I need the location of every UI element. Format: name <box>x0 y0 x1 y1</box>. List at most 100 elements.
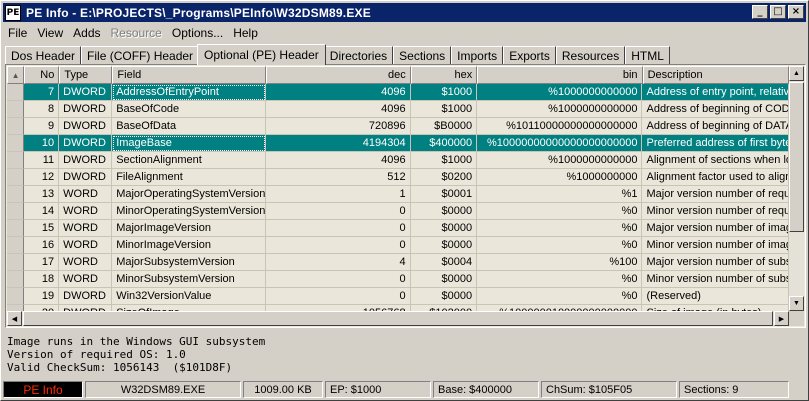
app-icon[interactable]: PE <box>5 4 21 21</box>
table-row[interactable]: 16 WORD MinorImageVersion 0 $0000 %0 Minor ver… <box>7 237 789 254</box>
tab-dos-header[interactable]: Dos Header <box>5 46 82 65</box>
tab-optional-pe-header[interactable]: Optional (PE) Header <box>197 44 326 65</box>
cell-bin[interactable]: %0 <box>477 203 643 220</box>
cell-description[interactable]: Major version number of subsyste <box>642 254 789 271</box>
cell-field[interactable]: Win32VersionValue <box>112 288 266 305</box>
table-row[interactable]: 7 DWORD AddressOfEntryPoint 4096 $1000 %10000… <box>7 84 789 101</box>
cell-type[interactable]: DWORD <box>59 84 113 101</box>
cell-dec[interactable]: 0 <box>265 288 411 305</box>
cell-hex[interactable]: $102000 <box>411 305 478 311</box>
cell-field[interactable]: MinorSubsystemVersion <box>112 271 266 288</box>
cell-dec[interactable]: 720896 <box>265 118 411 135</box>
cell-bin[interactable]: %0 <box>477 288 643 305</box>
cell-description[interactable]: Alignment of sections when loade <box>642 152 789 169</box>
menu-help[interactable]: Help <box>233 26 258 40</box>
cell-field[interactable]: MinorImageVersion <box>112 237 266 254</box>
cell-type[interactable]: WORD <box>59 186 113 203</box>
cell-no[interactable]: 17 <box>24 254 60 271</box>
cell-type[interactable]: DWORD <box>59 118 113 135</box>
cell-field[interactable]: BaseOfData <box>112 118 266 135</box>
horizontal-scroll-thumb[interactable] <box>23 311 773 326</box>
cell-hex[interactable]: $0004 <box>410 254 478 271</box>
cell-no[interactable]: 14 <box>24 203 60 220</box>
column-header-type[interactable]: Type <box>59 66 113 84</box>
column-header-field[interactable]: Field <box>112 66 267 84</box>
cell-description[interactable]: (Reserved) <box>642 288 789 305</box>
cell-dec[interactable]: 4096 <box>265 152 411 169</box>
cell-field[interactable]: AddressOfEntryPoint <box>112 84 266 101</box>
row-marker[interactable] <box>7 135 25 152</box>
table-row[interactable]: 14 WORD MinorOperatingSystemVersion 0 $0000%… <box>7 203 789 220</box>
menu-options[interactable]: Options... <box>171 26 224 40</box>
cell-type[interactable]: DWORD <box>59 305 113 311</box>
row-marker[interactable] <box>7 237 25 254</box>
cell-field[interactable]: BaseOfCode <box>112 101 266 118</box>
tab-sections[interactable]: Sections <box>393 46 452 65</box>
cell-type[interactable]: WORD <box>59 254 113 271</box>
cell-no[interactable]: 19 <box>24 288 60 305</box>
scroll-right-icon[interactable]: ▶ <box>774 311 789 326</box>
table-row[interactable]: 9 DWORD BaseOfData 720896 $B0000 %10110000000… <box>7 118 789 135</box>
cell-hex[interactable]: $1000 <box>410 84 478 101</box>
menu-file[interactable]: File <box>8 26 28 40</box>
cell-field[interactable]: FileAlignment <box>112 169 266 186</box>
cell-dec[interactable]: 0 <box>265 271 411 288</box>
cell-dec[interactable]: 4096 <box>265 101 411 118</box>
cell-description[interactable]: Minor version number of required <box>642 203 789 220</box>
table-row[interactable]: 15 WORD MajorImageVersion 0 $0000 %0 Major ver… <box>7 220 789 237</box>
cell-description[interactable]: Major version number of required <box>642 186 789 203</box>
row-marker[interactable] <box>7 101 25 118</box>
cell-description[interactable]: Address of beginning of DATA se <box>642 118 789 135</box>
cell-bin[interactable]: %10110000000000000000 <box>477 118 643 135</box>
cell-dec[interactable]: 512 <box>265 169 411 186</box>
column-header-bin[interactable]: bin <box>477 66 643 84</box>
cell-type[interactable]: WORD <box>59 220 113 237</box>
column-header-no[interactable]: No <box>24 66 60 84</box>
cell-type[interactable]: DWORD <box>59 288 113 305</box>
cell-hex[interactable]: $1000 <box>410 101 478 118</box>
cell-no[interactable]: 16 <box>24 237 60 254</box>
row-marker[interactable] <box>7 288 25 305</box>
cell-type[interactable]: DWORD <box>59 135 113 152</box>
cell-field[interactable]: SizeOfImage <box>112 305 266 311</box>
tab-imports[interactable]: Imports <box>451 46 504 65</box>
cell-hex[interactable]: $0200 <box>410 169 478 186</box>
tab-directories[interactable]: Directories <box>323 46 394 65</box>
cell-no[interactable]: 18 <box>24 271 60 288</box>
cell-type[interactable]: DWORD <box>59 152 113 169</box>
column-header-hex[interactable]: hex <box>410 66 478 84</box>
cell-description[interactable]: Alignment factor used to align the <box>642 169 789 186</box>
cell-hex[interactable]: $0000 <box>410 203 478 220</box>
cell-dec[interactable]: 0 <box>265 220 411 237</box>
cell-bin[interactable]: %10000000000000000000000 <box>477 135 643 152</box>
cell-hex[interactable]: $B0000 <box>410 118 478 135</box>
cell-bin[interactable]: %0 <box>477 220 643 237</box>
cell-description[interactable]: Preferred address of first byte of i <box>642 135 789 152</box>
row-marker[interactable] <box>7 186 25 203</box>
cell-dec[interactable]: 1056768 <box>266 305 411 311</box>
cell-hex[interactable]: $0001 <box>410 186 478 203</box>
row-marker[interactable] <box>7 254 25 271</box>
cell-field[interactable]: MajorOperatingSystemVersion <box>112 186 266 203</box>
row-marker[interactable] <box>7 169 25 186</box>
scroll-left-icon[interactable]: ◀ <box>7 311 22 326</box>
header-fields-grid[interactable]: ▲ No Type Field dec hex bin Description … <box>5 64 806 328</box>
menu-adds[interactable]: Adds <box>73 26 101 40</box>
cell-no[interactable]: 12 <box>24 169 60 186</box>
menu-resource[interactable]: Resource <box>110 26 162 40</box>
cell-type[interactable]: WORD <box>59 203 113 220</box>
tab-file-coff-header[interactable]: File (COFF) Header <box>81 46 200 65</box>
cell-type[interactable]: DWORD <box>59 169 113 186</box>
cell-dec[interactable]: 0 <box>265 203 411 220</box>
cell-dec[interactable]: 4 <box>265 254 411 271</box>
table-row[interactable]: 19 DWORD Win32VersionValue 0 $0000 %0 (Reserve… <box>7 288 789 305</box>
cell-no[interactable]: 20 <box>24 305 60 311</box>
minimize-button[interactable]: _ <box>752 5 768 19</box>
cell-field[interactable]: ImageBase <box>112 135 266 152</box>
cell-type[interactable]: WORD <box>59 237 113 254</box>
cell-bin[interactable]: %1000000000000 <box>477 101 643 118</box>
cell-description[interactable]: Address of beginning of CODE se <box>642 101 789 118</box>
vertical-scroll-thumb[interactable] <box>789 82 804 232</box>
table-row[interactable]: 11 DWORD SectionAlignment 4096 $1000 %1000000… <box>7 152 789 169</box>
cell-hex[interactable]: $0000 <box>410 271 478 288</box>
